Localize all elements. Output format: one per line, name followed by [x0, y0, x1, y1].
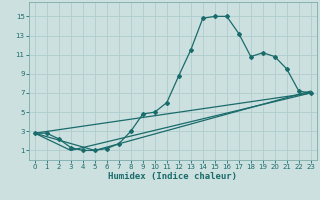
- X-axis label: Humidex (Indice chaleur): Humidex (Indice chaleur): [108, 172, 237, 181]
